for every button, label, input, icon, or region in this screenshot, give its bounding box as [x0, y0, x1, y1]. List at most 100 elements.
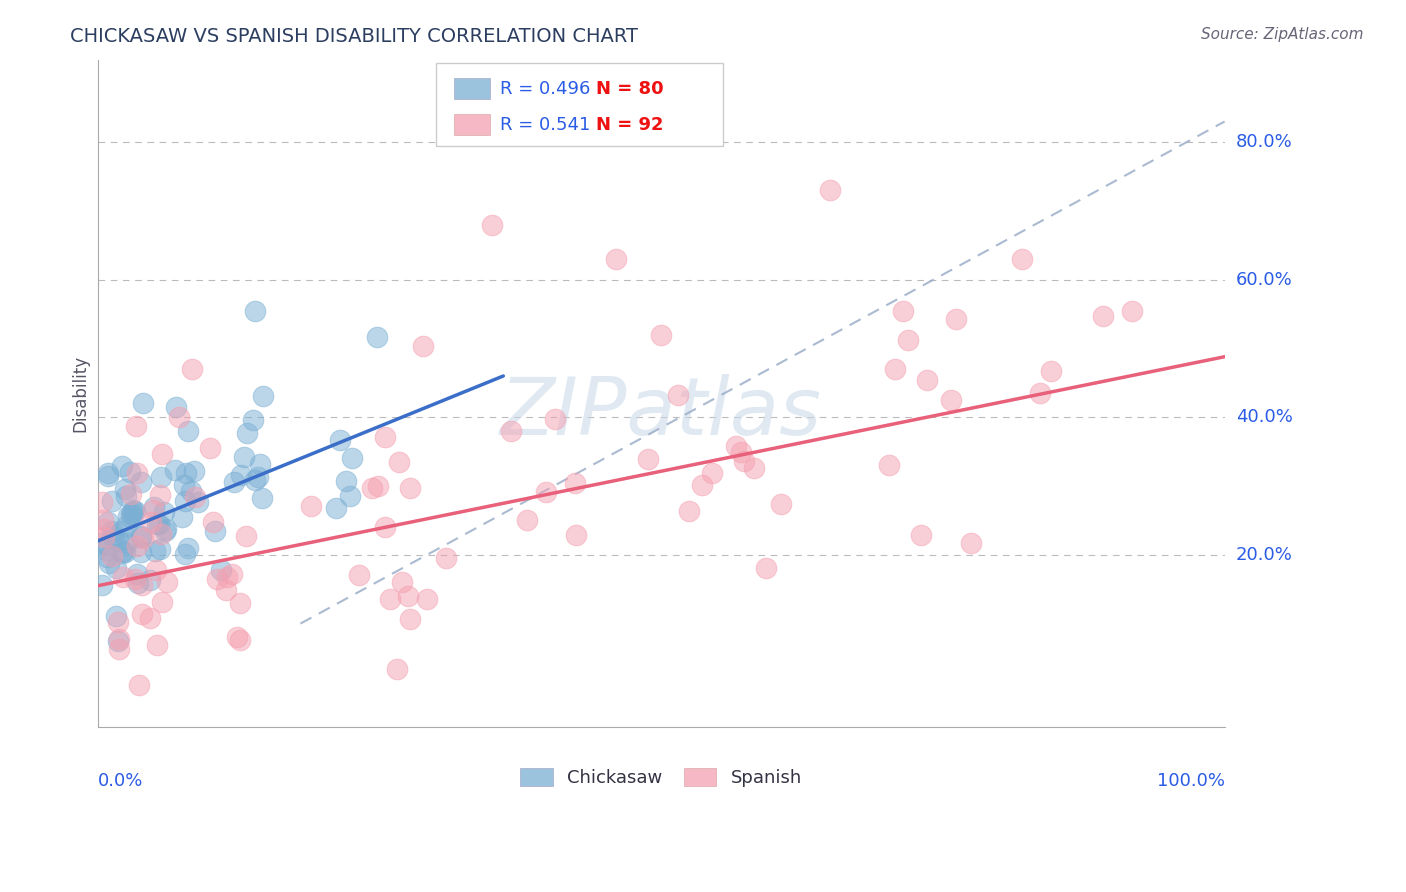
Point [183, 490, 205, 504]
Text: 80.0%: 80.0% [1236, 133, 1292, 151]
Point [167, 409, 190, 424]
Point [121, 507, 143, 521]
Point [434, 551, 457, 566]
Point [101, 524, 124, 539]
Point [232, 450, 254, 465]
Point [755, 560, 778, 574]
Point [146, 638, 169, 652]
Point [145, 563, 167, 577]
Point [335, 474, 357, 488]
Point [131, 607, 153, 621]
Point [170, 509, 193, 524]
FancyBboxPatch shape [436, 63, 723, 146]
Point [374, 520, 396, 534]
Point [187, 494, 209, 508]
Point [150, 527, 173, 541]
Point [1040, 364, 1063, 378]
Point [149, 541, 172, 556]
Point [724, 439, 747, 453]
Point [891, 304, 914, 318]
Point [204, 524, 226, 538]
Point [183, 464, 205, 478]
Point [128, 678, 150, 692]
Text: CHICKASAW VS SPANISH DISABILITY CORRELATION CHART: CHICKASAW VS SPANISH DISABILITY CORRELAT… [70, 27, 638, 45]
Text: R = 0.496: R = 0.496 [501, 79, 591, 97]
Point [173, 547, 195, 561]
Point [299, 499, 322, 513]
Point [97, 556, 120, 570]
Point [108, 641, 131, 656]
Point [229, 596, 252, 610]
Point [416, 591, 439, 606]
Point [121, 503, 143, 517]
Point [177, 541, 200, 556]
Point [1011, 252, 1033, 266]
Point [94, 543, 117, 558]
Point [165, 401, 187, 415]
Point [141, 515, 163, 529]
Point [108, 534, 131, 549]
FancyBboxPatch shape [454, 78, 489, 99]
Point [884, 361, 907, 376]
Point [329, 433, 352, 447]
Point [215, 570, 238, 584]
Point [214, 583, 236, 598]
Point [564, 476, 586, 491]
Point [150, 595, 173, 609]
FancyBboxPatch shape [454, 114, 489, 136]
Point [915, 373, 938, 387]
Point [243, 473, 266, 487]
Point [107, 633, 129, 648]
Point [120, 465, 142, 479]
Point [637, 452, 659, 467]
Point [117, 509, 139, 524]
Point [138, 611, 160, 625]
Point [91, 513, 114, 527]
Point [180, 483, 202, 498]
Point [544, 412, 567, 426]
Point [125, 539, 148, 553]
Point [221, 566, 243, 581]
Point [93, 530, 115, 544]
Point [174, 494, 197, 508]
Point [174, 466, 197, 480]
Point [945, 311, 967, 326]
Point [246, 470, 269, 484]
Point [156, 575, 179, 590]
Point [226, 631, 249, 645]
Point [127, 576, 149, 591]
Point [108, 632, 131, 646]
Point [148, 516, 170, 531]
Point [235, 529, 257, 543]
Point [97, 515, 120, 529]
Point [96, 550, 118, 565]
Point [1092, 309, 1115, 323]
Point [1029, 385, 1052, 400]
Point [153, 505, 176, 519]
Point [173, 477, 195, 491]
Point [678, 504, 700, 518]
Text: N = 92: N = 92 [596, 116, 664, 134]
Point [325, 500, 347, 515]
Text: R = 0.541: R = 0.541 [501, 116, 591, 134]
Point [163, 463, 186, 477]
Point [209, 563, 232, 577]
Point [742, 461, 765, 475]
Point [177, 424, 200, 438]
Point [339, 489, 361, 503]
Text: 0.0%: 0.0% [97, 772, 143, 790]
Point [200, 441, 222, 455]
Point [666, 388, 689, 402]
Point [155, 522, 177, 536]
Point [202, 516, 225, 530]
Point [124, 504, 146, 518]
Point [115, 519, 138, 533]
Point [564, 528, 586, 542]
Point [142, 500, 165, 515]
Point [101, 549, 124, 563]
Text: ZIPatlas: ZIPatlas [501, 375, 823, 452]
Point [150, 470, 173, 484]
Point [252, 389, 274, 403]
Point [131, 475, 153, 489]
Legend: Chickasaw, Spanish: Chickasaw, Spanish [513, 761, 810, 795]
